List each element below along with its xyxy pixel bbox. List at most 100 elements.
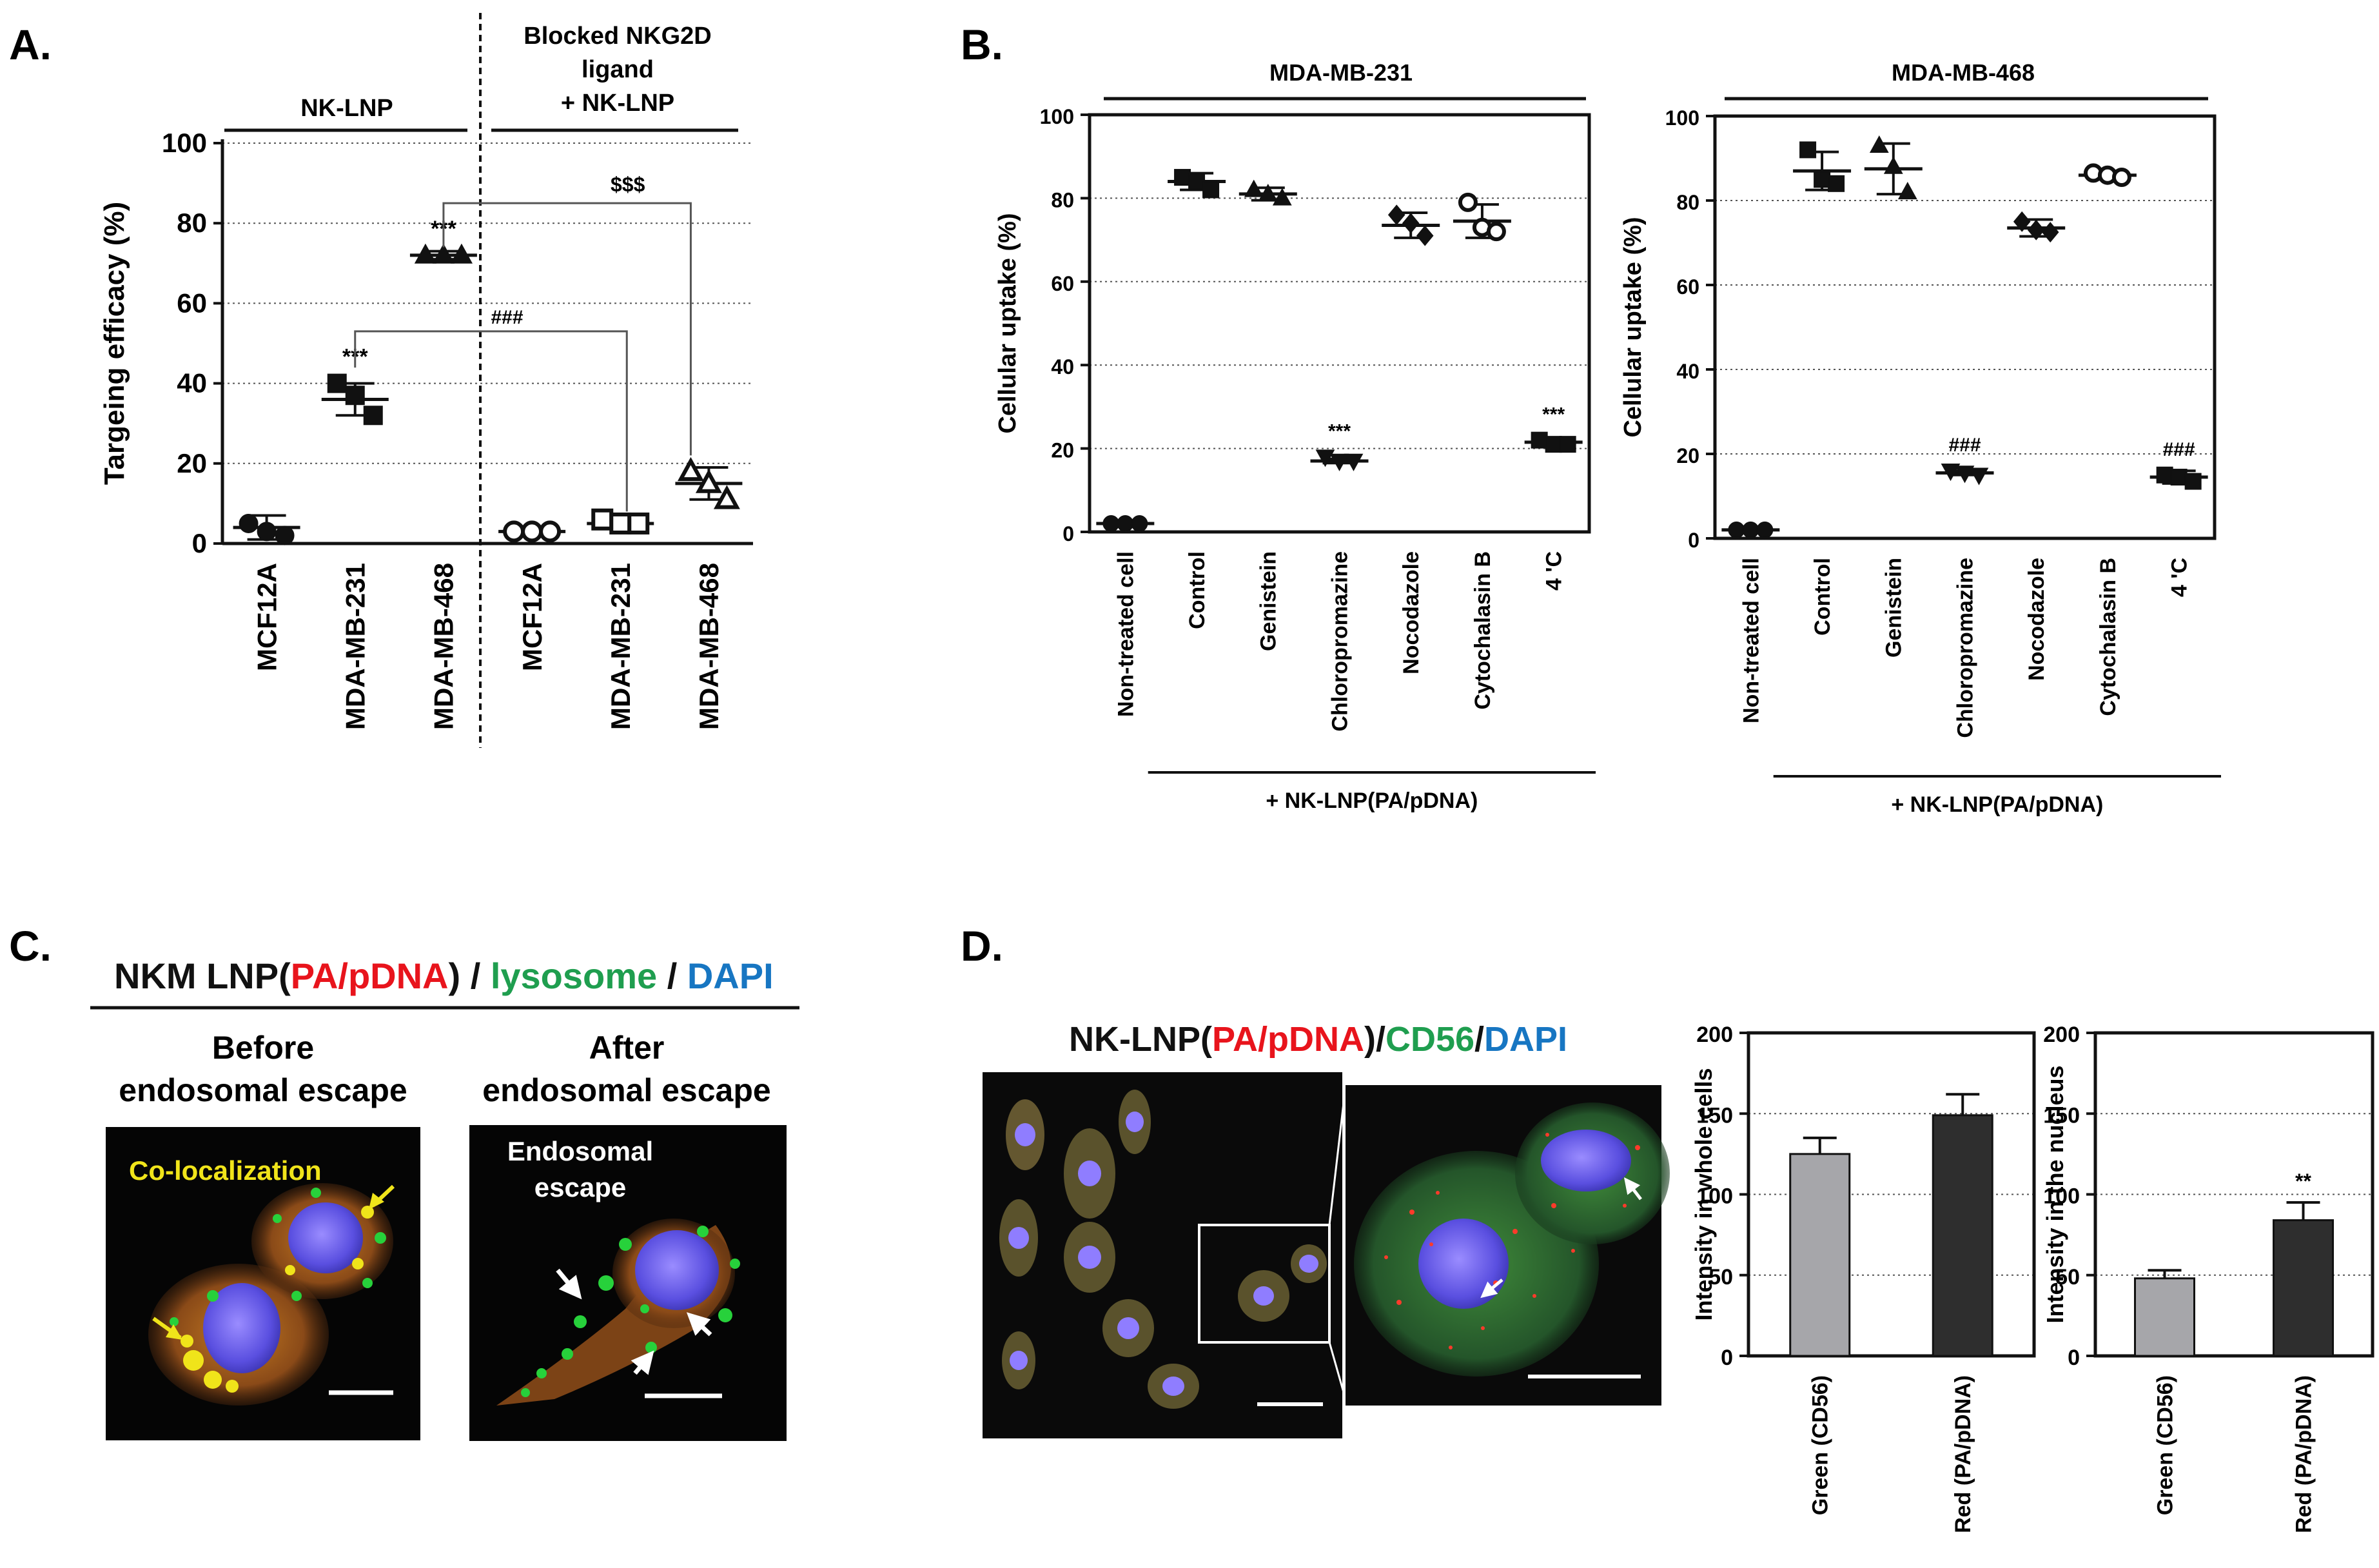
micrograph-before-escape: Co-localization bbox=[106, 1127, 420, 1440]
data-point bbox=[1188, 173, 1206, 190]
title-segment: lysosome bbox=[491, 956, 657, 996]
plot-frame bbox=[1747, 1031, 2036, 1358]
x-tick-label: Non-treated cell bbox=[1113, 551, 1138, 717]
data-point bbox=[1131, 515, 1148, 533]
bar bbox=[2134, 1277, 2195, 1357]
x-tick-label: Red (PA/pDNA) bbox=[1951, 1375, 1975, 1533]
title-segment: PA/pDNA bbox=[1212, 1020, 1364, 1059]
data-point bbox=[1969, 467, 1989, 485]
plot-frame bbox=[1713, 114, 2217, 540]
data-point bbox=[2170, 469, 2188, 486]
significance-bracket bbox=[354, 330, 628, 512]
label-line: Endosomal bbox=[507, 1136, 653, 1166]
y-tick-label: 0 bbox=[1062, 522, 1074, 545]
x-tick-label: Genistein bbox=[1257, 551, 1281, 651]
data-point bbox=[1728, 521, 1745, 538]
y-axis-label: Intensity in whole cells bbox=[1690, 1068, 1717, 1320]
endosomal-escape-label: Endosomal escape bbox=[507, 1136, 653, 1202]
y-tick-label: 80 bbox=[1676, 191, 1699, 214]
x-tick-label: 4 'C bbox=[1542, 551, 1567, 591]
label-line: escape bbox=[534, 1172, 626, 1202]
x-tick-label: Green (CD56) bbox=[2153, 1375, 2177, 1515]
x-tick-label: Chloropromazine bbox=[1327, 551, 1352, 732]
x-tick-label: Nocodazole bbox=[1399, 551, 1424, 674]
significance-mark: *** bbox=[1328, 421, 1351, 442]
data-point bbox=[345, 386, 365, 406]
y-tick-label: 40 bbox=[1051, 355, 1074, 378]
data-point bbox=[1202, 181, 1220, 199]
data-point bbox=[1387, 204, 1405, 226]
data-point bbox=[1742, 521, 1759, 538]
title-segment: ) / bbox=[448, 956, 490, 996]
y-tick-label: 50 bbox=[1708, 1265, 1733, 1289]
y-tick-label: 0 bbox=[2068, 1346, 2080, 1370]
data-point bbox=[1955, 466, 1975, 484]
y-tick-label: 20 bbox=[1676, 444, 1699, 467]
x-tick-label: MDA-MB-468 bbox=[429, 563, 459, 730]
chart-b-mda-mb-231: 0 20 40 60 80 100 Cellular uptake (%) *** *** Non… bbox=[994, 59, 1596, 813]
data-point bbox=[609, 512, 632, 534]
title-segment: NK-LNP( bbox=[1069, 1020, 1212, 1059]
panel-label-c: C. bbox=[9, 922, 52, 970]
data-point bbox=[2027, 219, 2045, 240]
chart-d-whole-cells: 0 50 100 150 200 Intensity in whole cells Gree… bbox=[1690, 1023, 2036, 1533]
y-tick-label: 50 bbox=[2055, 1265, 2080, 1289]
data-point bbox=[1897, 182, 1917, 200]
data-point bbox=[539, 520, 562, 543]
plot-frame bbox=[1088, 113, 1591, 534]
label-line: After bbox=[589, 1030, 665, 1066]
y-tick-label: 100 bbox=[162, 128, 207, 158]
chart-title: MDA-MB-468 bbox=[1892, 59, 2035, 86]
data-point bbox=[1329, 453, 1349, 471]
plot-frame bbox=[2093, 1031, 2374, 1358]
data-point bbox=[2041, 222, 2059, 243]
data-point bbox=[1799, 141, 1817, 159]
y-tick-label: 0 bbox=[1721, 1346, 1733, 1370]
data-point bbox=[1486, 222, 1506, 242]
data-point bbox=[627, 512, 650, 534]
title-segment: DAPI bbox=[687, 956, 774, 996]
y-tick-label: 40 bbox=[177, 368, 207, 398]
data-point bbox=[503, 520, 525, 543]
data-point bbox=[450, 243, 473, 264]
bar bbox=[1789, 1153, 1851, 1357]
data-point bbox=[327, 373, 347, 393]
data-point bbox=[521, 520, 543, 543]
title-segment: DAPI bbox=[1484, 1020, 1567, 1059]
x-tick-label: Cytochalasin B bbox=[2096, 558, 2120, 716]
x-tick-label: Non-treated cell bbox=[1739, 558, 1763, 723]
data-point bbox=[1814, 171, 1831, 188]
significance-mark: ### bbox=[2163, 439, 2195, 460]
y-axis-label: Targeing efficacy (%) bbox=[99, 202, 130, 485]
y-tick-label: 100 bbox=[1040, 105, 1074, 128]
title-segment: NKM LNP( bbox=[114, 956, 291, 996]
y-tick-label: 0 bbox=[192, 528, 207, 558]
y-tick-label: 100 bbox=[2043, 1184, 2080, 1209]
x-tick-label: Control bbox=[1185, 551, 1209, 629]
data-point bbox=[1416, 225, 1434, 246]
data-point bbox=[1272, 188, 1292, 206]
panel-label-d: D. bbox=[961, 922, 1003, 970]
label-line: endosomal escape bbox=[119, 1072, 407, 1108]
y-tick-label: 150 bbox=[2043, 1103, 2080, 1128]
y-tick-label: 60 bbox=[1051, 272, 1074, 295]
data-point bbox=[2013, 211, 2031, 232]
data-point bbox=[1545, 436, 1562, 453]
data-point bbox=[713, 485, 740, 509]
chart-b-mda-mb-468: 0 20 40 60 80 100 Cellular uptake (%) ### ### Non… bbox=[1620, 59, 2221, 817]
data-point bbox=[1941, 464, 1961, 482]
panel-c-title: NKM LNP(PA/pDNA) / lysosome / DAPI bbox=[114, 956, 774, 996]
y-tick-label: 40 bbox=[1676, 360, 1699, 383]
data-point bbox=[414, 243, 437, 264]
title-segment: / bbox=[657, 956, 687, 996]
panel-d-title: NK-LNP(PA/pDNA)/CD56/DAPI bbox=[1069, 1020, 1567, 1059]
data-point bbox=[257, 522, 277, 542]
y-tick-label: 150 bbox=[1696, 1103, 1733, 1128]
data-point bbox=[1117, 515, 1134, 533]
label-line: endosomal escape bbox=[482, 1072, 770, 1108]
data-point bbox=[1315, 449, 1335, 467]
panel-label-b: B. bbox=[961, 21, 1003, 68]
before-escape-label: Before endosomal escape bbox=[119, 1030, 407, 1108]
data-point bbox=[275, 525, 295, 545]
micrograph-after-escape: Endosomal escape bbox=[469, 1125, 787, 1441]
